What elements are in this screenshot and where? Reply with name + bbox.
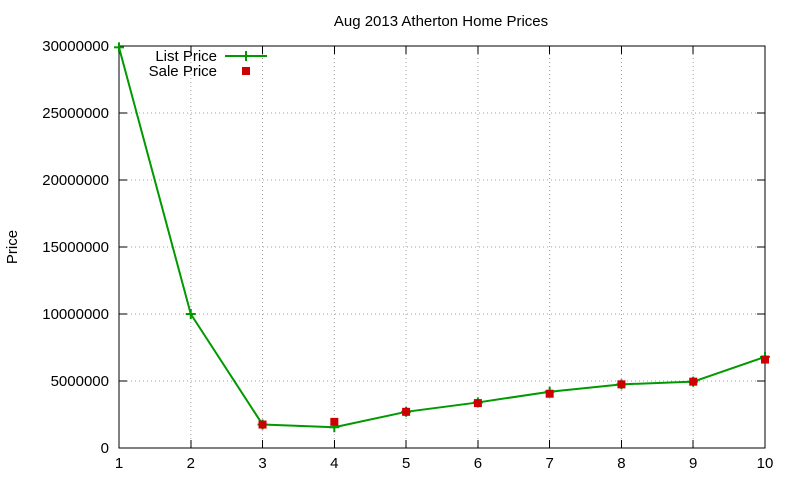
x-tick-label: 8 xyxy=(617,455,625,472)
y-tick-label: 30000000 xyxy=(42,38,109,55)
x-tick-label: 1 xyxy=(115,455,123,472)
legend-label: Sale Price xyxy=(149,63,217,80)
sale-price-point xyxy=(545,389,554,398)
series-line xyxy=(118,47,766,429)
x-tick-label: 6 xyxy=(474,455,482,472)
y-tick-label: 20000000 xyxy=(42,172,109,189)
sale-price-point xyxy=(258,420,267,429)
list-price-point xyxy=(185,309,196,319)
x-tick-label: 7 xyxy=(545,455,553,472)
y-tick-label: 10000000 xyxy=(42,306,109,323)
sale-price-point xyxy=(330,417,339,426)
x-tick-label: 4 xyxy=(330,455,338,472)
sale-price-point xyxy=(617,380,626,389)
axis-ticks xyxy=(118,45,766,449)
y-axis-label: Price xyxy=(4,230,21,264)
legend-swatch-marker xyxy=(242,67,250,75)
x-tick-label: 3 xyxy=(258,455,266,472)
x-tick-label: 2 xyxy=(187,455,195,472)
tick-labels: 0 5000000 10000000 15000000 20000000 25000000… xyxy=(42,38,773,472)
sale-price-point xyxy=(402,407,411,416)
x-tick-label: 5 xyxy=(402,455,410,472)
y-tick-label: 15000000 xyxy=(42,239,109,256)
legend-entry: Sale Price xyxy=(149,63,250,80)
x-tick-label: 10 xyxy=(757,455,774,472)
sale-price-point xyxy=(689,377,698,386)
legend-entry: List Price xyxy=(155,48,267,65)
chart-title: Aug 2013 Atherton Home Prices xyxy=(334,13,548,30)
y-tick-label: 25000000 xyxy=(42,105,109,122)
sale-price-point xyxy=(473,399,482,408)
legend-swatch-marker xyxy=(241,51,251,61)
sale-price-point xyxy=(761,355,769,364)
list-price-point xyxy=(114,42,124,53)
legend-label: List Price xyxy=(155,48,217,65)
x-tick-label: 9 xyxy=(689,455,697,472)
y-tick-label: 5000000 xyxy=(51,373,109,390)
grid-lines xyxy=(119,46,765,448)
series-sale-price xyxy=(258,355,769,429)
y-tick-label: 0 xyxy=(101,440,109,457)
series-layer xyxy=(114,42,770,433)
series-list-price xyxy=(114,42,770,433)
